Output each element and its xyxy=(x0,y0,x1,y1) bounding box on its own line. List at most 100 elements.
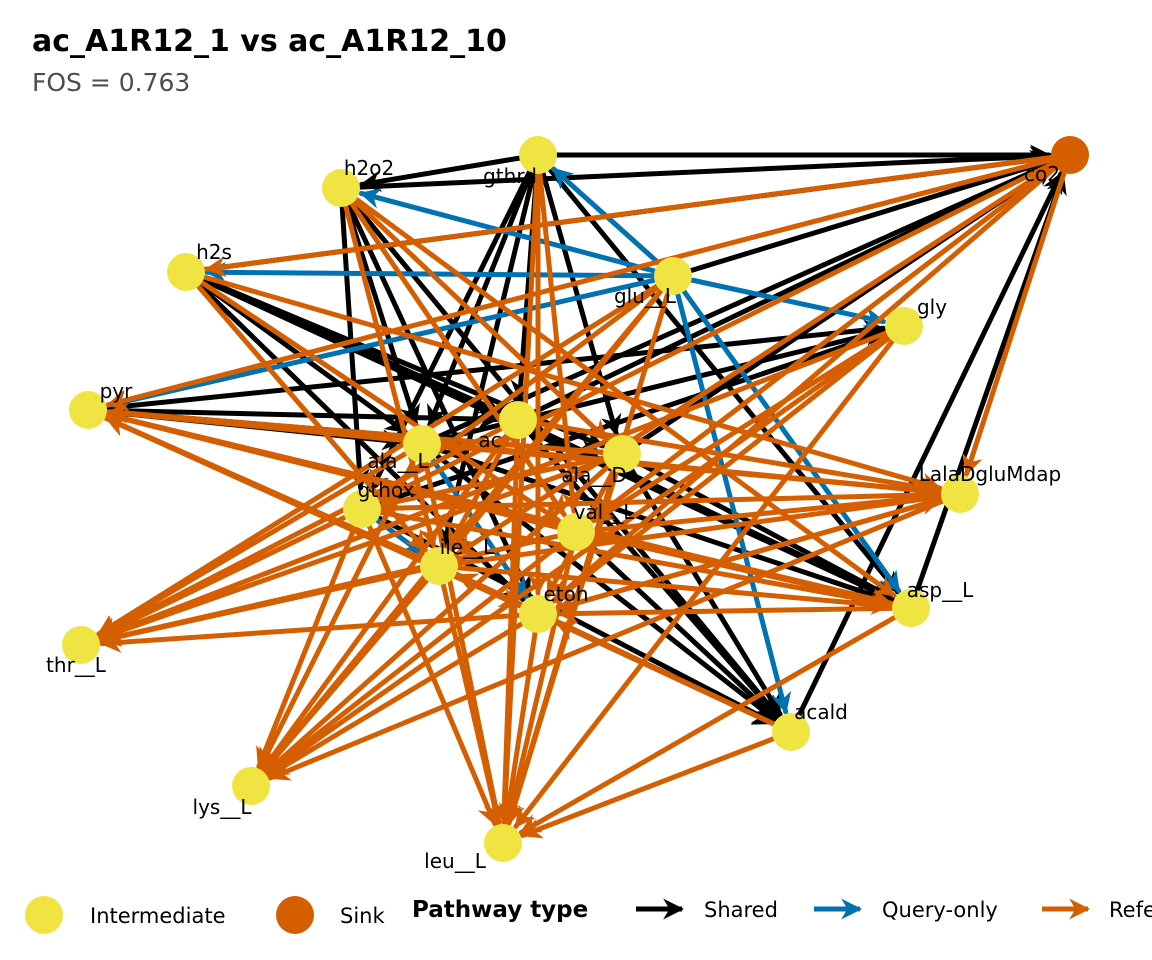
edge-gly-to-thr__L xyxy=(98,330,889,641)
edge-pyr-to-gly xyxy=(104,319,886,411)
edge-ile__L-to-LalaDgluMdap xyxy=(455,489,942,566)
edge-gly-to-val__L xyxy=(591,333,891,524)
edge-h2s-to-ala__L xyxy=(198,280,408,435)
edge-ile__L-to-thr__L xyxy=(99,567,423,647)
node-label-thr__L: thr__L xyxy=(46,653,107,677)
node-h2o2 xyxy=(322,169,360,207)
edge-ala__D-to-pyr xyxy=(106,402,606,455)
node-label-asp__L: asp__L xyxy=(907,578,974,602)
edge-co2-to-ile__L xyxy=(454,162,1057,557)
legend: Intermediate Sink Pathway type Shared Query-… xyxy=(25,896,1152,934)
edge-glu__L-to-asp__L xyxy=(681,288,902,594)
node-val__L xyxy=(557,513,595,551)
node-acald xyxy=(772,713,810,751)
node-co2 xyxy=(1051,136,1089,174)
edge-etoh-to-thr__L xyxy=(99,612,522,653)
node-ile__L xyxy=(420,547,458,585)
node-asp__L xyxy=(892,589,930,627)
node-gthrd xyxy=(519,136,557,174)
node-label-h2s: h2s xyxy=(196,240,232,264)
edge-glu__L-to-co2 xyxy=(688,156,1053,273)
edge-h2o2-to-val__L xyxy=(349,201,567,518)
edge-h2o2-to-ala__L xyxy=(344,203,421,427)
edge-co2-to-pyr xyxy=(105,157,1055,411)
node-label-etoh: etoh xyxy=(543,582,588,606)
legend-key-intermediate xyxy=(25,896,63,934)
edge-gthox-to-lys__L xyxy=(256,524,358,769)
edge-ac-to-LalaDgluMdap xyxy=(534,420,942,498)
node-gly xyxy=(885,307,923,345)
edge-gly-to-lys__L xyxy=(265,334,891,777)
node-label-val__L: val__L xyxy=(574,500,636,524)
node-label-lys__L: lys__L xyxy=(193,795,253,819)
node-label-gthox: gthox xyxy=(358,478,415,502)
edge-glu__L-to-gly xyxy=(689,277,886,328)
legend-key-sink xyxy=(276,896,314,934)
edge-val__L-to-lys__L xyxy=(265,541,564,776)
edge-ile__L-to-leu__L xyxy=(440,582,505,825)
edge-val__L-to-pyr xyxy=(105,409,561,530)
edge-asp__L-to-etoh xyxy=(556,602,895,624)
node-LalaDgluMdap xyxy=(941,475,979,513)
chart-subtitle: FOS = 0.763 xyxy=(32,68,191,97)
edge-acald-to-etoh xyxy=(554,620,777,727)
edge-co2-to-LalaDgluMdap xyxy=(962,170,1067,477)
node-label-co2: co2 xyxy=(1024,162,1060,186)
node-etoh xyxy=(519,595,557,633)
chart-title: ac_A1R12_1 vs ac_A1R12_10 xyxy=(32,24,507,59)
legend-label-sink: Sink xyxy=(340,904,385,928)
edge-LalaDgluMdap-to-etoh xyxy=(555,496,945,614)
node-label-ala__L: ala__L xyxy=(367,449,429,473)
node-ala__D xyxy=(603,435,641,473)
node-label-ile__L: ile__L xyxy=(440,535,495,559)
edge-etoh-to-leu__L xyxy=(498,630,538,825)
edge-ala__L-to-thr__L xyxy=(96,451,409,637)
edge-val__L-to-LalaDgluMdap xyxy=(592,487,942,533)
node-layer xyxy=(62,136,1089,862)
legend-label-shared: Shared xyxy=(704,898,778,922)
node-lys__L xyxy=(232,767,270,805)
edge-LalaDgluMdap-to-lys__L xyxy=(267,498,945,781)
edge-co2-to-h2s xyxy=(204,155,1054,278)
edge-gthox-to-thr__L xyxy=(97,514,348,639)
node-label-glu__L: glu__L xyxy=(614,284,677,308)
node-label-leu__L: leu__L xyxy=(424,849,487,873)
edge-h2o2-to-etoh xyxy=(346,202,532,598)
edge-ile__L-to-asp__L xyxy=(455,565,893,615)
node-label-gthrd: gthrd xyxy=(483,164,537,188)
legend-label-reference_only: Reference-only xyxy=(1109,898,1152,922)
node-glu__L xyxy=(654,257,692,295)
node-label-pyr: pyr xyxy=(100,379,134,403)
edge-ala__D-to-thr__L xyxy=(98,457,607,642)
edge-ac-to-lys__L xyxy=(260,432,510,772)
legend-label-query_only: Query-only xyxy=(882,898,998,922)
edge-h2o2-to-co2 xyxy=(357,146,1052,190)
edge-gthrd-to-h2o2 xyxy=(359,155,522,192)
edge-co2-to-etoh xyxy=(551,164,1059,603)
edge-ile__L-to-lys__L xyxy=(262,577,430,773)
edge-ala__L-to-LalaDgluMdap xyxy=(438,443,942,501)
edge-gthox-to-asp__L xyxy=(378,509,893,612)
node-label-acald: acald xyxy=(794,700,848,724)
node-label-ac: ac xyxy=(478,428,501,452)
node-h2s xyxy=(167,253,205,291)
edge-h2s-to-LalaDgluMdap xyxy=(201,274,943,494)
edge-val__L-to-asp__L xyxy=(592,533,893,610)
edge-co2-to-val__L xyxy=(590,164,1058,522)
edge-ala__L-to-co2 xyxy=(436,161,1054,439)
node-leu__L xyxy=(484,824,522,862)
node-gthox xyxy=(343,490,381,528)
node-label-LalaDgluMdap: LalaDgluMdap xyxy=(919,462,1061,486)
edge-acald-to-co2 xyxy=(796,171,1064,718)
node-label-h2o2: h2o2 xyxy=(344,156,394,180)
edge-asp__L-to-leu__L xyxy=(518,615,897,835)
node-label-ala__D: ala__D xyxy=(561,463,626,487)
edge-acald-to-leu__L xyxy=(520,736,776,839)
edge-glu__L-to-h2o2 xyxy=(358,188,658,274)
edge-glu__L-to-thr__L xyxy=(96,283,660,637)
edge-pyr-to-ac xyxy=(104,407,500,430)
edge-gly-to-leu__L xyxy=(513,338,895,829)
edge-ala__D-to-gthox xyxy=(380,455,606,512)
node-ac xyxy=(499,401,537,439)
node-thr__L xyxy=(62,626,100,664)
